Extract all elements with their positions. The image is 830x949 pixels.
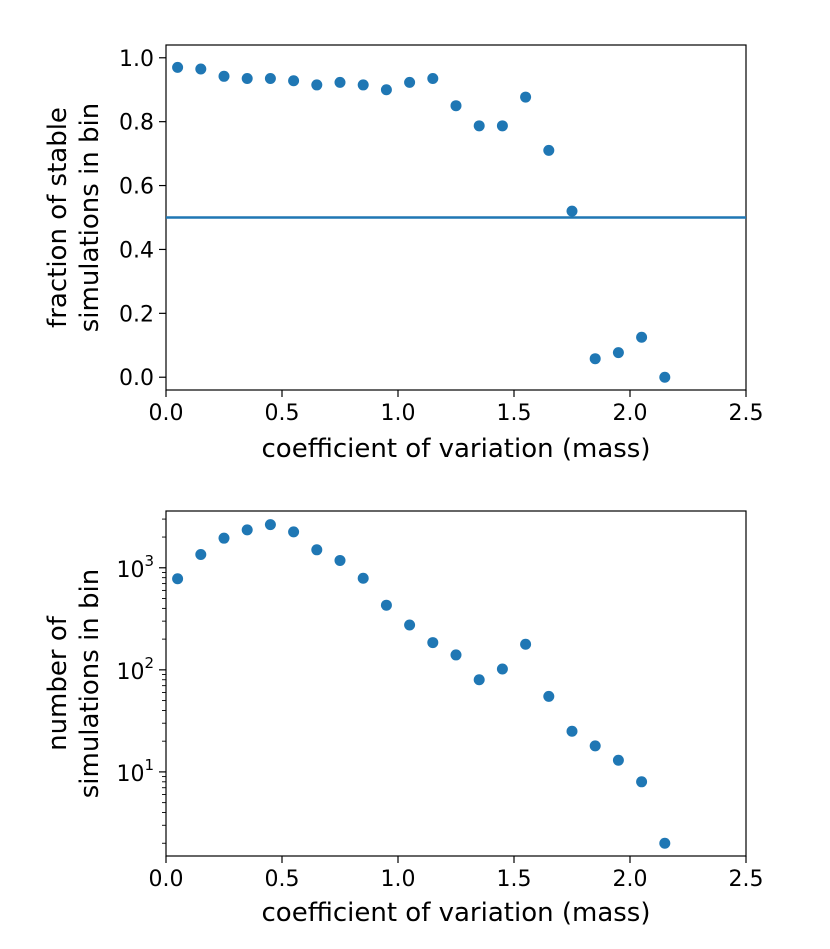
bottom-data-point xyxy=(659,837,671,849)
top-y-tick-label: 0.4 xyxy=(119,238,154,263)
bottom-data-point xyxy=(218,532,230,544)
bottom-data-point xyxy=(334,554,346,566)
top-y-tick-label: 0.0 xyxy=(119,366,154,391)
bottom-data-point xyxy=(172,573,184,585)
top-data-point xyxy=(473,120,485,132)
bottom-x-ticks: 0.0 0.5 1.0 1.5 2.0 2.5 xyxy=(149,856,764,892)
bottom-data-point xyxy=(241,524,253,536)
top-x-tick-label: 2.5 xyxy=(729,401,764,426)
top-data-point xyxy=(566,205,578,217)
bottom-data-point xyxy=(288,526,300,538)
simulation-count-chart: 101 102 103 0.0 0.5 1.0 1.5 2.0 2.5 coefficient… xyxy=(43,510,764,928)
bottom-data-point xyxy=(195,548,207,560)
bottom-y-axis-label-line1: number of xyxy=(43,615,73,751)
top-data-point xyxy=(659,371,671,383)
top-data-point xyxy=(496,120,508,132)
bottom-data-point xyxy=(311,544,323,556)
top-data-point xyxy=(450,100,462,112)
top-y-tick-label: 0.2 xyxy=(119,302,154,327)
bottom-data-point xyxy=(543,690,555,702)
top-data-point xyxy=(288,75,300,87)
top-data-point xyxy=(589,353,601,365)
top-data-points xyxy=(172,61,671,383)
top-data-point xyxy=(427,73,439,85)
top-data-point xyxy=(172,61,184,73)
top-x-tick-label: 1.0 xyxy=(381,401,416,426)
top-y-axis-label-line1: fraction of stable xyxy=(43,107,73,328)
top-x-ticks: 0.0 0.5 1.0 1.5 2.0 2.5 xyxy=(149,390,764,426)
top-data-point xyxy=(195,63,207,75)
bottom-data-point xyxy=(357,572,369,584)
top-data-point xyxy=(636,331,648,343)
bottom-x-tick-label: 1.0 xyxy=(381,867,416,892)
bottom-y-tick-label: 102 xyxy=(116,654,154,685)
bottom-data-point xyxy=(496,663,508,675)
bottom-y-tick-label: 103 xyxy=(116,552,154,583)
bottom-x-tick-label: 2.5 xyxy=(729,867,764,892)
bottom-data-point xyxy=(566,725,578,737)
bottom-x-tick-label: 2.0 xyxy=(613,867,648,892)
bottom-y-axis-label-line2: simulations in bin xyxy=(75,569,105,799)
top-data-point xyxy=(334,76,346,88)
bottom-data-point xyxy=(380,599,392,611)
top-data-point xyxy=(520,91,532,103)
bottom-data-point xyxy=(473,674,485,686)
bottom-x-tick-label: 0.5 xyxy=(265,867,300,892)
bottom-data-point xyxy=(450,649,462,661)
bottom-data-point xyxy=(520,638,532,650)
bottom-data-point xyxy=(404,619,416,631)
top-y-axis-label-line2: simulations in bin xyxy=(75,103,105,333)
top-y-tick-label: 0.8 xyxy=(119,111,154,136)
bottom-data-points xyxy=(172,519,671,849)
bottom-x-tick-label: 0.0 xyxy=(149,867,184,892)
top-x-tick-label: 1.5 xyxy=(497,401,532,426)
bottom-x-tick-label: 1.5 xyxy=(497,867,532,892)
top-y-ticks: 0.0 0.2 0.4 0.6 0.8 1.0 xyxy=(119,47,166,391)
stability-fraction-chart: 0.0 0.2 0.4 0.6 0.8 1.0 0.0 0.5 1.0 1.5 2.0 2.5 co… xyxy=(43,44,764,464)
top-y-tick-label: 1.0 xyxy=(119,47,154,72)
bottom-data-point xyxy=(612,754,624,766)
top-data-point xyxy=(543,144,555,156)
top-data-point xyxy=(311,79,323,91)
bottom-data-point xyxy=(636,776,648,788)
top-data-point xyxy=(404,76,416,88)
top-data-point xyxy=(380,84,392,96)
top-data-point xyxy=(218,70,230,82)
bottom-data-point xyxy=(427,637,439,649)
top-data-point xyxy=(612,347,624,359)
bottom-y-ticks: 101 102 103 xyxy=(116,518,166,844)
bottom-y-tick-label: 101 xyxy=(116,756,154,787)
top-x-tick-label: 2.0 xyxy=(613,401,648,426)
top-data-point xyxy=(264,73,276,85)
top-y-tick-label: 0.6 xyxy=(119,175,154,200)
top-x-tick-label: 0.5 xyxy=(265,401,300,426)
top-x-axis-label: coefficient of variation (mass) xyxy=(262,434,651,464)
top-data-point xyxy=(241,73,253,85)
bottom-x-axis-label: coefficient of variation (mass) xyxy=(262,898,651,928)
top-x-tick-label: 0.0 xyxy=(149,401,184,426)
bottom-data-point xyxy=(589,740,601,752)
top-data-point xyxy=(357,79,369,91)
bottom-data-point xyxy=(264,519,276,531)
bottom-plot-frame xyxy=(165,510,747,857)
